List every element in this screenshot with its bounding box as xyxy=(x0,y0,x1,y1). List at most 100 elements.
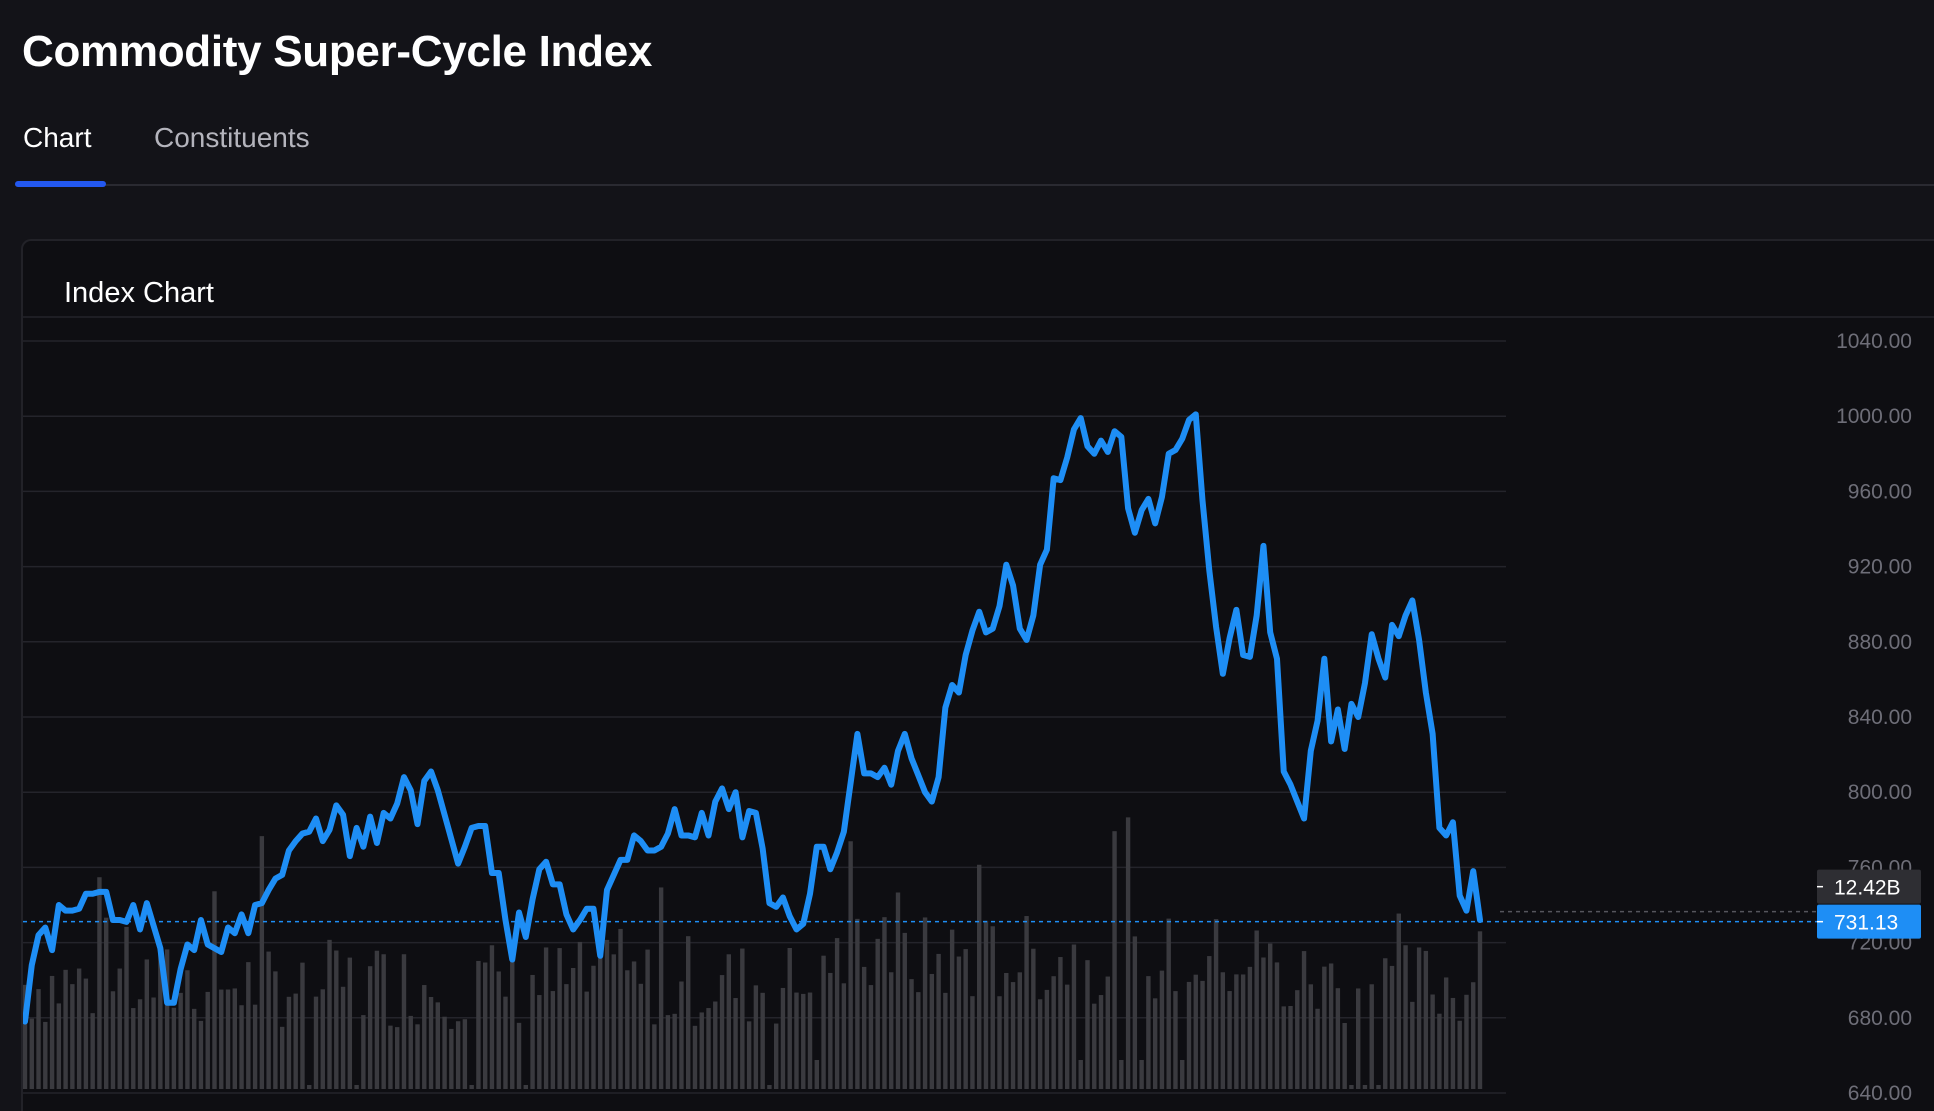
volume-bar xyxy=(1328,963,1334,1089)
volume-bar xyxy=(584,991,589,1089)
volume-bar xyxy=(1159,970,1165,1089)
volume-bar xyxy=(767,1085,772,1089)
volume-bar xyxy=(1261,957,1266,1089)
volume-bar xyxy=(604,939,610,1089)
volume-bar xyxy=(1423,950,1429,1089)
volume-bar xyxy=(374,950,380,1089)
volume-bar xyxy=(1443,977,1449,1089)
volume-bar xyxy=(577,941,583,1089)
volume-bar xyxy=(530,974,535,1089)
volume-bar xyxy=(449,1028,454,1089)
volume-bar xyxy=(219,989,224,1089)
volume-bar xyxy=(638,983,644,1089)
volume-bar xyxy=(422,985,427,1089)
volume-bar xyxy=(97,877,102,1089)
volume-bar xyxy=(611,954,616,1089)
volume-bar xyxy=(191,1008,197,1089)
volume-bar xyxy=(740,948,745,1089)
volume-bar xyxy=(1112,831,1117,1089)
volume-bar xyxy=(90,1013,95,1089)
volume-bar xyxy=(259,836,265,1089)
volume-bar xyxy=(645,949,650,1089)
volume-bar xyxy=(977,864,982,1089)
volume-bars xyxy=(23,817,1483,1089)
volume-bar xyxy=(171,1007,177,1089)
volume-bar xyxy=(1247,966,1253,1089)
volume-bar xyxy=(252,1004,258,1089)
volume-bar xyxy=(760,992,765,1089)
volume-bar xyxy=(1058,957,1063,1089)
volume-bar xyxy=(1410,1001,1415,1089)
volume-bar xyxy=(1308,984,1314,1089)
volume-bar xyxy=(1132,936,1138,1089)
volume-bar xyxy=(692,1025,698,1089)
volume-bar xyxy=(1254,930,1259,1089)
volume-bar xyxy=(1464,994,1469,1089)
volume-bar xyxy=(23,984,28,1089)
y-tick-label: 840.00 xyxy=(1848,706,1912,729)
volume-bar xyxy=(49,975,55,1089)
volume-bar xyxy=(814,1060,819,1089)
volume-bar xyxy=(347,957,353,1089)
volume-bar xyxy=(1064,984,1070,1089)
volume-bar xyxy=(117,968,122,1089)
volume-bar xyxy=(1044,989,1050,1089)
y-tick-label: 800.00 xyxy=(1848,781,1912,804)
series-line xyxy=(23,411,1483,1025)
volume-bar xyxy=(1335,988,1341,1089)
volume-bar xyxy=(313,996,319,1089)
volume-bar xyxy=(340,986,346,1089)
volume-bar xyxy=(435,1002,441,1089)
volume-bar xyxy=(462,1019,468,1089)
volume-bar xyxy=(266,951,271,1089)
volume-bar xyxy=(564,984,569,1089)
volume-bar xyxy=(131,1008,136,1089)
volume-bar xyxy=(469,1085,474,1089)
volume-bar xyxy=(482,962,488,1089)
volume-bar xyxy=(510,949,515,1089)
volume-bar xyxy=(997,996,1002,1089)
volume-bar xyxy=(185,970,190,1089)
volume-bar xyxy=(1389,965,1395,1089)
volume-bar xyxy=(178,992,183,1089)
tab-bar: Chart Constituents xyxy=(0,110,1934,188)
last-value-badge-bg xyxy=(1817,904,1921,939)
volume-bar xyxy=(489,945,495,1089)
volume-bar xyxy=(868,985,874,1089)
volume-bar xyxy=(104,917,109,1089)
volume-bar xyxy=(151,997,156,1089)
volume-bar xyxy=(1031,948,1036,1089)
volume-bar xyxy=(841,983,847,1089)
volume-bar xyxy=(63,969,68,1089)
volume-bar xyxy=(1396,913,1401,1089)
volume-bar xyxy=(570,967,576,1089)
volume-bar xyxy=(1403,945,1408,1089)
volume-bar xyxy=(956,956,962,1089)
volume-bar xyxy=(889,972,894,1089)
volume-bar xyxy=(1200,980,1205,1089)
volume-bar xyxy=(1024,916,1029,1089)
volume-bar xyxy=(1213,919,1219,1089)
index-chart[interactable]: 640.00680.00720.00760.00800.00840.00880.… xyxy=(23,241,1934,1111)
volume-bar xyxy=(401,954,407,1089)
volume-bar xyxy=(773,1023,779,1089)
volume-bar xyxy=(557,948,562,1089)
volume-bar xyxy=(949,929,955,1089)
tab-constituents[interactable]: Constituents xyxy=(154,122,310,153)
volume-bar xyxy=(719,975,725,1089)
volume-bar xyxy=(1037,999,1043,1089)
volume-bar xyxy=(367,966,373,1089)
tab-chart[interactable]: Chart xyxy=(23,122,92,153)
volume-bar xyxy=(943,992,948,1089)
volume-bar xyxy=(936,953,941,1089)
volume-bar xyxy=(699,1012,704,1089)
volume-bar xyxy=(922,917,928,1089)
volume-bar xyxy=(1349,1085,1354,1089)
volume-bar xyxy=(354,1085,359,1089)
volume-bar xyxy=(1355,988,1361,1089)
y-tick-label: 880.00 xyxy=(1848,631,1912,654)
volume-bar xyxy=(1119,1060,1124,1089)
volume-bar xyxy=(496,971,501,1089)
y-tick-label: 1040.00 xyxy=(1836,330,1912,353)
volume-bar xyxy=(1017,972,1023,1089)
